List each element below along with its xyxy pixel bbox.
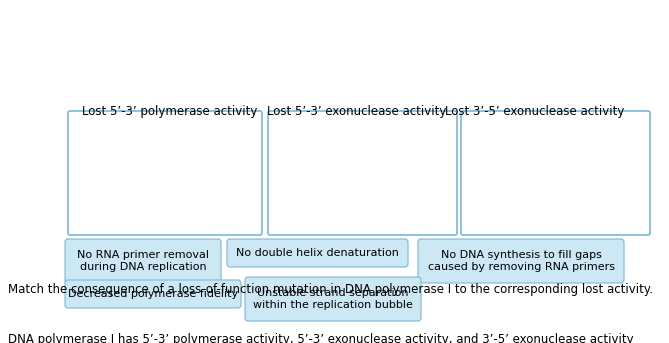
FancyBboxPatch shape: [68, 111, 262, 235]
Text: No DNA synthesis to fill gaps
caused by removing RNA primers: No DNA synthesis to fill gaps caused by …: [427, 250, 615, 272]
FancyBboxPatch shape: [227, 239, 408, 267]
Text: Lost 5’-3’ polymerase activity: Lost 5’-3’ polymerase activity: [82, 105, 258, 118]
Text: Decreased polymerase fidelity: Decreased polymerase fidelity: [68, 289, 238, 299]
Text: Unstable strand separation
within the replication bubble: Unstable strand separation within the re…: [253, 288, 413, 310]
Text: Match the consequence of a loss-of-function mutation in DNA polymerase I to the : Match the consequence of a loss-of-funct…: [8, 283, 653, 296]
Text: No RNA primer removal
during DNA replication: No RNA primer removal during DNA replica…: [77, 250, 209, 272]
FancyBboxPatch shape: [461, 111, 650, 235]
FancyBboxPatch shape: [245, 277, 421, 321]
FancyBboxPatch shape: [268, 111, 457, 235]
Text: Lost 3’-5’ exonuclease activity: Lost 3’-5’ exonuclease activity: [446, 105, 625, 118]
FancyBboxPatch shape: [65, 280, 241, 308]
Text: No double helix denaturation: No double helix denaturation: [236, 248, 399, 258]
Text: DNA polymerase I has 5’-3’ polymerase activity, 5’-3’ exonuclease activity, and : DNA polymerase I has 5’-3’ polymerase ac…: [8, 333, 634, 343]
FancyBboxPatch shape: [65, 239, 221, 283]
Text: Lost 5’-3’ exonuclease activity: Lost 5’-3’ exonuclease activity: [268, 105, 447, 118]
FancyBboxPatch shape: [418, 239, 624, 283]
